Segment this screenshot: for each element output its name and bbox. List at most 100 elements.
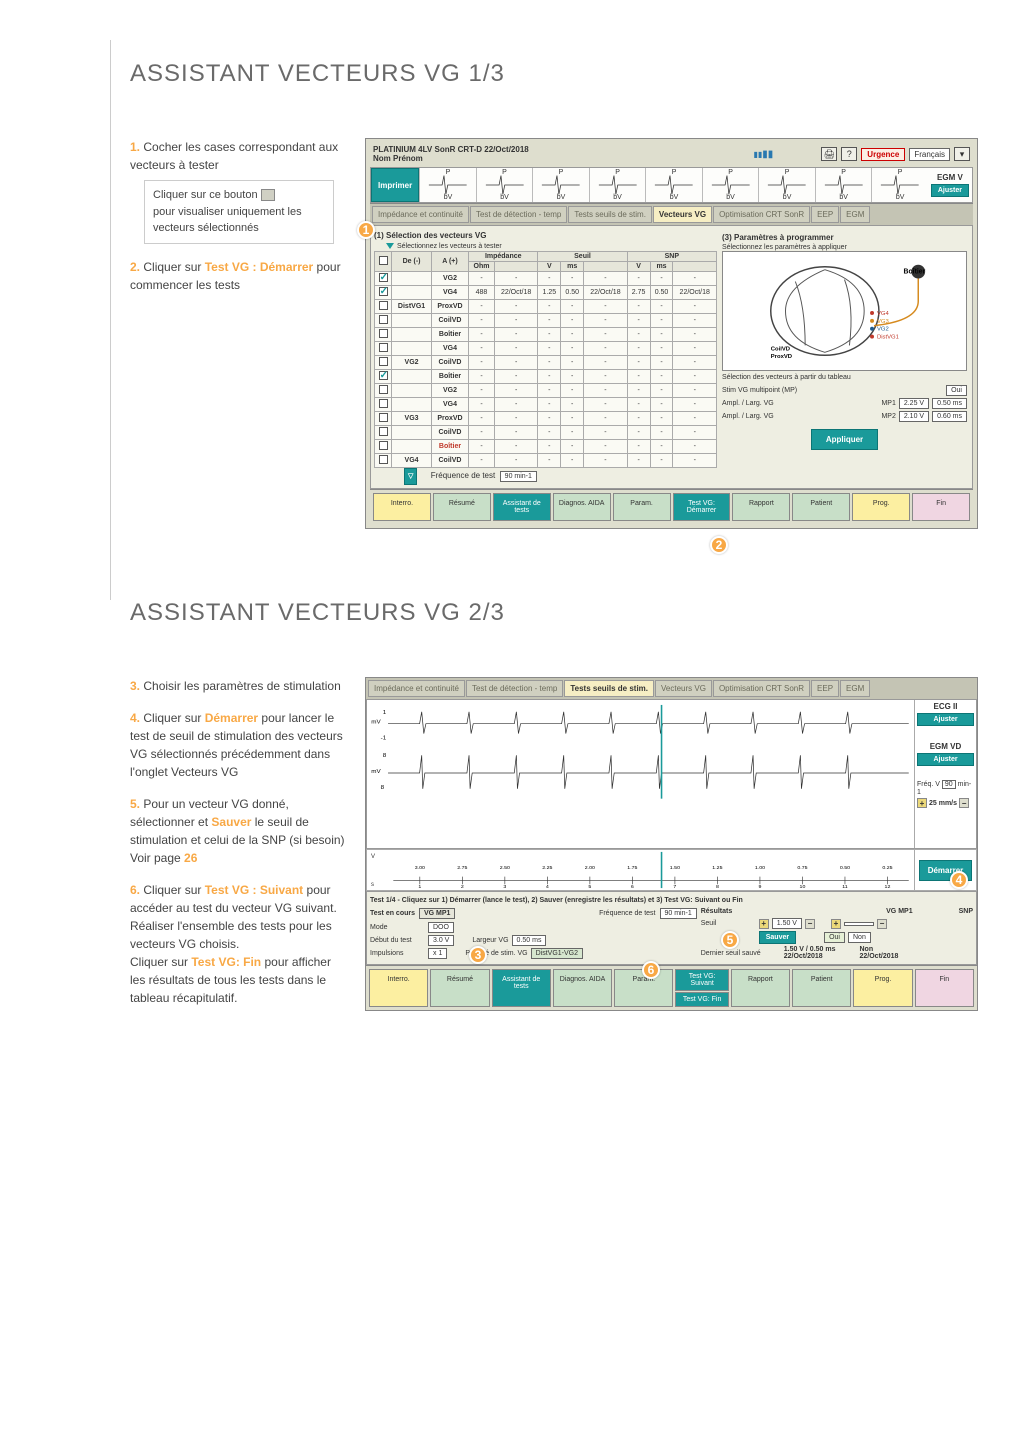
polar-value[interactable]: DistVG1-VG2 (531, 948, 583, 959)
tab-seuils[interactable]: Tests seuils de stim. (568, 206, 652, 223)
fin-button-2[interactable]: Fin (915, 969, 974, 1007)
tab2-seuils[interactable]: Tests seuils de stim. (564, 680, 654, 697)
seuil-minus[interactable]: − (805, 919, 815, 929)
fin-button[interactable]: Fin (912, 493, 970, 521)
freq2-value[interactable]: 90 min-1 (660, 908, 697, 919)
tab-impedance[interactable]: Impédance et continuité (372, 206, 469, 223)
urgence-button[interactable]: Urgence (861, 148, 905, 161)
svg-text:8: 8 (716, 884, 719, 890)
ajuster-button-2[interactable]: Ajuster (917, 753, 974, 766)
freq-input[interactable]: 90 min-1 (500, 471, 537, 482)
section-3-subtitle: Sélectionnez les paramètres à appliquer (722, 244, 967, 251)
row-check[interactable] (375, 454, 392, 468)
svg-text:VG3: VG3 (877, 319, 890, 325)
tab2-detection[interactable]: Test de détection - temp (466, 680, 563, 697)
seuil-plus[interactable]: + (759, 919, 769, 929)
mode-value[interactable]: DOO (428, 922, 454, 933)
interro-button[interactable]: Interro. (373, 493, 431, 521)
resume-button[interactable]: Résumé (433, 493, 491, 521)
row-check[interactable] (375, 342, 392, 356)
print-icon[interactable]: 🖨 (821, 147, 837, 161)
tab-egm[interactable]: EGM (840, 206, 870, 223)
table-row: VG3ProxVD-------- (375, 412, 717, 426)
triangle-down-icon[interactable] (386, 243, 394, 249)
row-check[interactable] (375, 328, 392, 342)
tab2-impedance[interactable]: Impédance et continuité (368, 680, 465, 697)
snp-oui[interactable]: Oui (824, 932, 845, 943)
help-icon[interactable]: ? (841, 147, 857, 161)
tab-eep[interactable]: EEP (811, 206, 839, 223)
row-check[interactable] (375, 356, 392, 370)
stim-mp-value[interactable]: Oui (946, 385, 967, 396)
ampl1-ms[interactable]: 0.50 ms (932, 398, 967, 409)
appliquer-button[interactable]: Appliquer (811, 429, 878, 450)
assistant-button[interactable]: Assistant de tests (493, 493, 551, 521)
svg-text:9: 9 (758, 884, 761, 890)
speed-minus[interactable]: − (959, 798, 969, 808)
row-check[interactable] (375, 440, 392, 454)
ampl1-v[interactable]: 2.25 V (899, 398, 929, 409)
step-2-keyword: Test VG : Démarrer (205, 260, 314, 274)
row-check[interactable] (375, 412, 392, 426)
row-check[interactable] (375, 314, 392, 328)
diagnos-button-2[interactable]: Diagnos. AIDA (553, 969, 612, 1007)
ampl2-label: Ampl. / Larg. VG (722, 413, 878, 420)
tab-vecteurs-vg[interactable]: Vecteurs VG (653, 206, 712, 223)
svg-text:12: 12 (885, 884, 891, 890)
language-select[interactable]: Français (909, 148, 950, 161)
row-check[interactable] (375, 370, 392, 384)
row-check[interactable] (375, 384, 392, 398)
heart-diagram: VG4 VG3 VG2 DistVG1 Boîtier CoilVD ProxV… (722, 251, 967, 371)
signal-icon: ▮▮▮▮ (753, 149, 773, 160)
prog-button-2[interactable]: Prog. (853, 969, 912, 1007)
prog-button[interactable]: Prog. (852, 493, 910, 521)
test-vg-suivant-button[interactable]: Test VG: Suivant (675, 969, 728, 991)
row-check[interactable] (375, 398, 392, 412)
snp-value[interactable] (844, 922, 874, 926)
diagnos-button[interactable]: Diagnos. AIDA (553, 493, 611, 521)
tab-crt-sonr[interactable]: Optimisation CRT SonR (713, 206, 810, 223)
tab2-egm[interactable]: EGM (840, 680, 870, 697)
test-vg-demarrer-button[interactable]: Test VG: Démarrer (673, 493, 731, 521)
snp-minus[interactable]: − (877, 919, 887, 929)
imprimer-button[interactable]: Imprimer (371, 168, 419, 202)
check-all[interactable] (379, 256, 388, 265)
tab2-vecteurs[interactable]: Vecteurs VG (655, 680, 712, 697)
rapport-button[interactable]: Rapport (732, 493, 790, 521)
ampl2-v[interactable]: 2.10 V (899, 411, 929, 422)
sauver-button[interactable]: Sauver (759, 931, 796, 944)
ecg-cell: PbV (476, 168, 533, 202)
debut-label: Début du test (370, 937, 425, 944)
param-button[interactable]: Param. (613, 493, 671, 521)
impuls-value[interactable]: x 1 (428, 948, 447, 959)
test-vg-fin-button[interactable]: Test VG: Fin (675, 992, 728, 1007)
filter-toggle-button[interactable]: ▽ (404, 468, 417, 485)
patient-button-2[interactable]: Patient (792, 969, 851, 1007)
seuil-value[interactable]: 1.50 V (772, 918, 802, 929)
test-instruction: Test 1/4 - Cliquez sur 1) Démarrer (lanc… (370, 895, 973, 906)
tab2-eep[interactable]: EEP (811, 680, 839, 697)
tab2-crt[interactable]: Optimisation CRT SonR (713, 680, 810, 697)
interro-button-2[interactable]: Interro. (369, 969, 428, 1007)
rapport-button-2[interactable]: Rapport (731, 969, 790, 1007)
patient-button[interactable]: Patient (792, 493, 850, 521)
snp-non[interactable]: Non (848, 932, 871, 943)
assistant-button-2[interactable]: Assistant de tests (492, 969, 551, 1007)
debut-value[interactable]: 3.0 V (428, 935, 454, 946)
snp-plus[interactable]: + (831, 919, 841, 929)
speed-plus[interactable]: + (917, 798, 927, 808)
svg-text:8: 8 (381, 784, 385, 791)
ajuster-button-1[interactable]: Ajuster (917, 713, 974, 726)
step-5-keyword: Sauver (211, 815, 251, 829)
row-check[interactable] (375, 300, 392, 314)
row-check[interactable] (375, 272, 392, 286)
row-check[interactable] (375, 426, 392, 440)
step-6-extra2a: Cliquer sur (130, 955, 191, 969)
larg-value[interactable]: 0.50 ms (512, 935, 547, 946)
resume-button-2[interactable]: Résumé (430, 969, 489, 1007)
ampl2-ms[interactable]: 0.60 ms (932, 411, 967, 422)
tab-detection[interactable]: Test de détection - temp (470, 206, 567, 223)
dropdown-icon[interactable]: ▾ (954, 147, 970, 161)
ajuster-button[interactable]: Ajuster (931, 184, 969, 197)
row-check[interactable] (375, 286, 392, 300)
